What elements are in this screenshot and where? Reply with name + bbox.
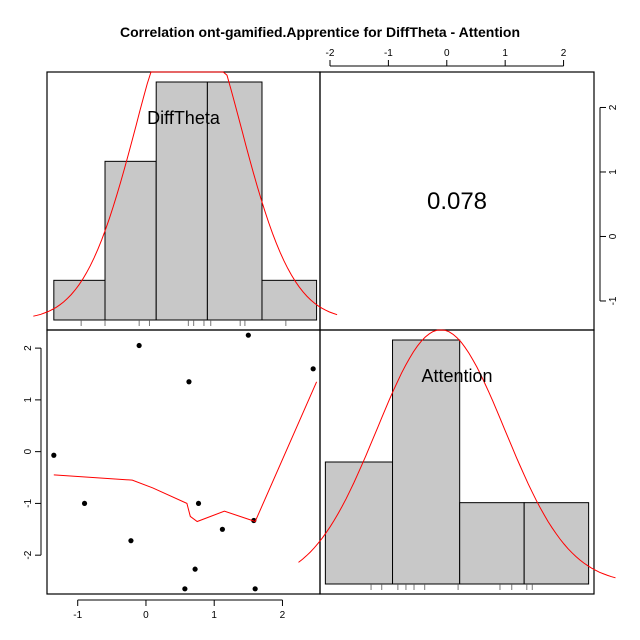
difftheta-histogram-variable-label: DiffTheta xyxy=(147,108,221,128)
scatter-point xyxy=(252,586,258,592)
right-tick-label: -1 xyxy=(608,296,619,305)
chart-title: Correlation ont-gamified.Apprentice for … xyxy=(120,24,520,40)
attention-histogram-bar xyxy=(392,339,461,585)
left-tick-label: -1 xyxy=(23,499,34,508)
difftheta-histogram-bar xyxy=(155,81,208,321)
attention-histogram-variable-label: Attention xyxy=(421,366,492,386)
difftheta-histogram-bar xyxy=(206,81,263,321)
difftheta-histogram-bar xyxy=(53,279,106,321)
scatter-point xyxy=(245,332,251,338)
attention-histogram-bar xyxy=(324,461,394,585)
right-tick-label: 2 xyxy=(608,104,619,110)
difftheta-histogram-bar xyxy=(261,279,318,321)
difftheta-histogram-bar xyxy=(104,160,157,321)
panel-br xyxy=(319,329,595,595)
panel-bl xyxy=(46,329,321,595)
scatter-point xyxy=(182,586,188,592)
top-tick-label: 1 xyxy=(502,48,508,59)
scatter-point xyxy=(128,538,134,544)
difftheta-histogram-density-curve xyxy=(33,71,338,317)
left-tick-label: -2 xyxy=(23,550,34,559)
top-tick-label: -1 xyxy=(384,48,393,59)
top-tick-label: 2 xyxy=(561,48,567,59)
bottom-tick-label: -1 xyxy=(73,610,82,621)
left-tick-label: 0 xyxy=(23,448,34,454)
scatter-point xyxy=(136,342,142,349)
attention-histogram-bar xyxy=(459,502,525,585)
bottom-tick-label: 0 xyxy=(143,610,149,621)
scatter-point xyxy=(51,452,57,458)
scatter-point xyxy=(81,500,88,507)
scatter-point xyxy=(186,379,192,385)
smooth-fit-line xyxy=(53,381,318,523)
left-tick-label: 2 xyxy=(23,345,34,351)
right-tick-label: 0 xyxy=(608,233,619,239)
bottom-tick-label: 1 xyxy=(211,610,217,621)
scatter-point xyxy=(310,366,316,372)
attention-histogram-bar xyxy=(523,502,590,585)
left-tick-label: 1 xyxy=(23,397,34,403)
scatter-point xyxy=(219,526,226,532)
scatter-point xyxy=(195,500,202,507)
bottom-tick-label: 2 xyxy=(280,610,286,621)
top-tick-label: -2 xyxy=(326,48,335,59)
top-tick-label: 0 xyxy=(444,48,450,59)
correlation-value: 0.078 xyxy=(427,188,487,215)
right-tick-label: 1 xyxy=(608,169,619,175)
scatter-point xyxy=(192,566,198,572)
attention-histogram-density-curve xyxy=(298,329,616,579)
